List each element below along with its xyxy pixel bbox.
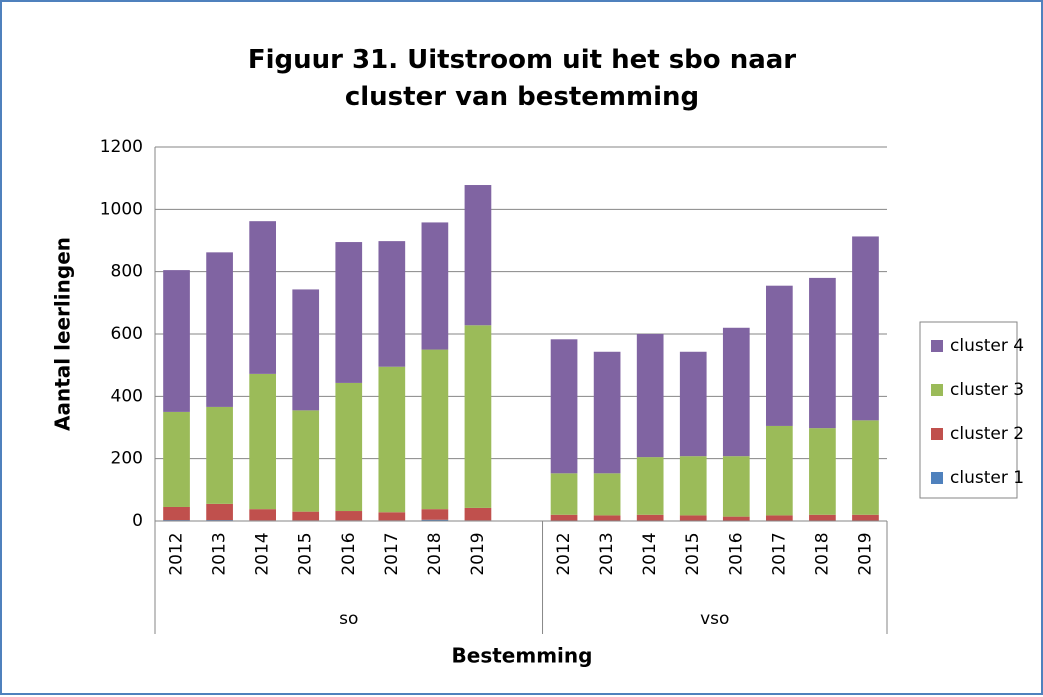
- x-tick-label: 2012: [167, 532, 187, 575]
- legend-swatch: [931, 340, 943, 352]
- y-tick-label: 1200: [100, 137, 143, 157]
- bar-segment: [206, 504, 233, 520]
- bar-segment: [594, 515, 621, 520]
- bar-segment: [637, 457, 664, 515]
- bar-segment: [680, 515, 707, 520]
- bar-segment: [637, 515, 664, 521]
- x-tick-label: 2018: [425, 532, 445, 575]
- legend-swatch: [931, 384, 943, 396]
- bar-segment: [594, 352, 621, 474]
- bar-segment: [422, 222, 449, 349]
- bar-segment: [378, 367, 405, 513]
- bar-segment: [163, 412, 190, 507]
- bar-segment: [206, 252, 233, 407]
- bar-segment: [594, 473, 621, 515]
- y-tick-label: 200: [111, 449, 143, 469]
- y-tick-label: 0: [132, 511, 143, 531]
- bar-segment: [766, 286, 793, 426]
- bar-segment: [809, 278, 836, 428]
- bar-segment: [766, 515, 793, 520]
- bar-segment: [809, 428, 836, 515]
- bar-segment: [852, 420, 879, 514]
- bar-segment: [852, 515, 879, 521]
- legend-swatch: [931, 428, 943, 440]
- bar-segment: [551, 339, 578, 473]
- legend-label: cluster 2: [950, 424, 1024, 444]
- bar-segment: [249, 221, 276, 374]
- x-tick-label: 2014: [640, 532, 660, 575]
- bar-segment: [465, 508, 492, 520]
- y-tick-label: 600: [111, 324, 143, 344]
- bar-segment: [680, 456, 707, 515]
- legend-label: cluster 3: [950, 380, 1024, 400]
- bar-segment: [422, 350, 449, 510]
- bar-segment: [335, 242, 362, 383]
- y-axis-title: Aantal leerlingen: [51, 237, 75, 431]
- bar-segment: [163, 507, 190, 520]
- bar-segment: [766, 426, 793, 515]
- x-tick-label: 2019: [855, 532, 875, 575]
- x-tick-label: 2015: [296, 532, 316, 575]
- bar-segment: [465, 185, 492, 325]
- x-tick-label: 2013: [597, 532, 617, 575]
- bar-segment: [206, 407, 233, 504]
- bar-segment: [723, 328, 750, 456]
- bar-segment: [249, 374, 276, 509]
- bar-segment: [723, 456, 750, 516]
- bar-segment: [292, 512, 319, 521]
- bar-segment: [335, 511, 362, 520]
- bar-segment: [163, 270, 190, 412]
- group-label: vso: [700, 609, 729, 629]
- bar-segment: [465, 325, 492, 508]
- y-tick-label: 800: [111, 262, 143, 282]
- legend-label: cluster 4: [950, 336, 1024, 356]
- y-tick-label: 400: [111, 386, 143, 406]
- group-label: so: [339, 609, 358, 629]
- x-tick-label: 2014: [253, 532, 273, 575]
- x-tick-label: 2016: [339, 532, 359, 575]
- bar-segment: [852, 236, 879, 420]
- x-axis-title: Bestemming: [452, 644, 593, 668]
- bar-segment: [723, 517, 750, 521]
- x-tick-label: 2016: [726, 532, 746, 575]
- bar-segment: [551, 473, 578, 514]
- x-tick-label: 2017: [382, 532, 402, 575]
- x-tick-label: 2012: [554, 532, 574, 575]
- bar-segment: [422, 509, 449, 520]
- y-tick-label: 1000: [100, 199, 143, 219]
- x-tick-label: 2019: [468, 532, 488, 575]
- bar-segment: [809, 515, 836, 521]
- x-tick-label: 2015: [683, 532, 703, 575]
- bar-segment: [378, 241, 405, 367]
- legend-swatch: [931, 472, 943, 484]
- x-tick-label: 2017: [769, 532, 789, 575]
- bar-segment: [292, 410, 319, 511]
- bar-segment: [551, 515, 578, 521]
- bar-segment: [249, 509, 276, 520]
- bar-segment: [680, 352, 707, 456]
- bar-segment: [292, 289, 319, 410]
- bar-segment: [637, 334, 664, 457]
- x-tick-label: 2013: [210, 532, 230, 575]
- bar-segment: [378, 512, 405, 520]
- x-tick-label: 2018: [812, 532, 832, 575]
- bar-segment: [335, 383, 362, 511]
- legend-label: cluster 1: [950, 468, 1024, 488]
